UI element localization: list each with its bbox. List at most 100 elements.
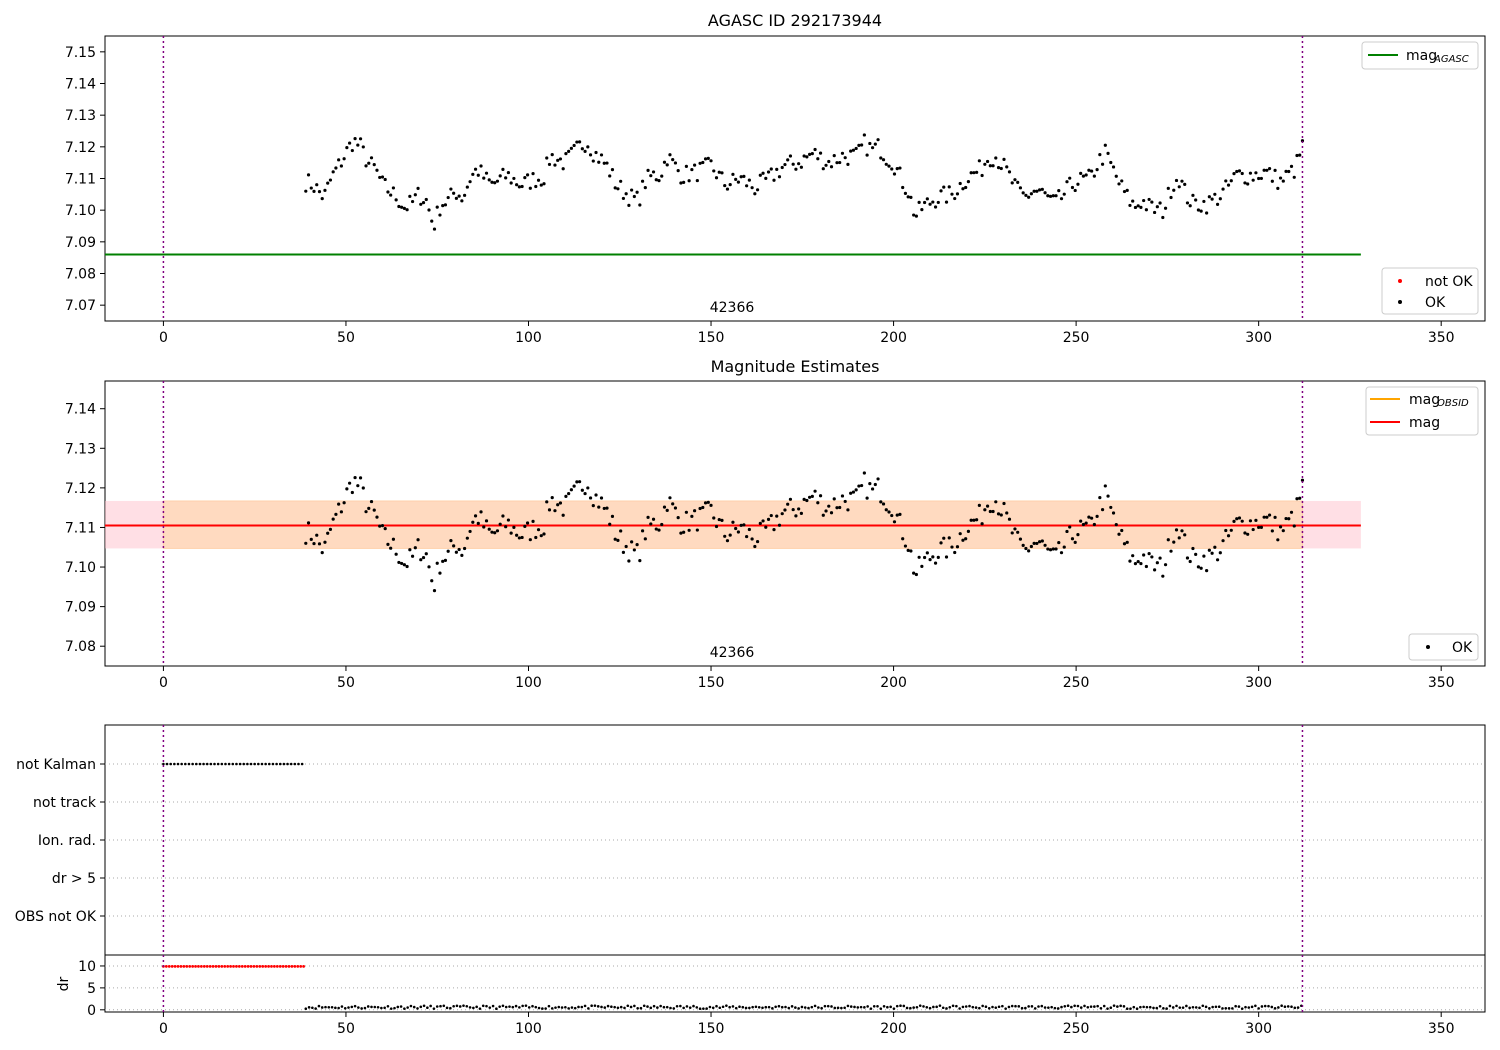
ok-point <box>1243 181 1247 185</box>
ok-point <box>1079 171 1083 176</box>
dr-ok-point <box>511 1005 515 1009</box>
ok-point <box>1292 524 1296 528</box>
ok-point <box>1183 182 1187 186</box>
dr-ok-point <box>537 1006 541 1010</box>
ok-point <box>758 521 762 525</box>
dr-not-ok-point <box>261 965 265 968</box>
ok-point <box>1125 540 1129 544</box>
ok-point <box>816 157 820 161</box>
ok-point <box>367 506 371 510</box>
ok-point <box>1070 537 1075 541</box>
ok-point <box>958 181 962 186</box>
ok-point <box>783 162 787 167</box>
dr-ok-point <box>866 1005 869 1008</box>
dr-ok-point <box>498 1005 501 1008</box>
ok-point <box>342 157 346 161</box>
ok-point <box>1155 205 1159 209</box>
ok-point <box>558 157 563 161</box>
ok-point <box>1002 157 1006 161</box>
ok-point <box>860 143 864 147</box>
0|agasc-x-tick-label: 350 <box>1428 330 1455 346</box>
dr-ok-point <box>905 1006 909 1010</box>
ok-point <box>1172 540 1176 544</box>
ok-point <box>876 138 880 142</box>
ok-point <box>624 192 628 196</box>
ok-point <box>914 214 918 218</box>
dr-ok-point <box>711 1006 715 1010</box>
ok-point <box>1103 143 1107 147</box>
dr-ok-point <box>1227 1007 1231 1010</box>
ok-point <box>996 512 1001 516</box>
dr-ok-point <box>1237 1005 1241 1008</box>
ok-point <box>917 200 921 204</box>
ok-point <box>682 530 686 534</box>
ok-point <box>983 162 987 166</box>
dr-ok-point <box>840 1006 843 1010</box>
estimates-y-tick-label: 7.09 <box>65 600 96 616</box>
dr-ok-point <box>928 1006 932 1010</box>
ok-point <box>1010 531 1014 535</box>
dr-not-ok-point <box>205 965 209 968</box>
1|estimates-x-tick-label: 200 <box>880 675 907 691</box>
dr-ok-point <box>718 1006 722 1010</box>
dr-ok-point <box>1194 1006 1198 1009</box>
ok-point <box>777 523 782 527</box>
ok-point <box>969 171 973 175</box>
ok-point <box>580 488 584 492</box>
ok-point <box>728 533 732 537</box>
dr-not-ok-point <box>278 965 282 968</box>
dr-ok-point <box>784 1005 787 1009</box>
ok-point <box>309 537 313 541</box>
dr-ok-point <box>1178 1006 1182 1009</box>
ok-point <box>1038 188 1042 192</box>
dr-ok-point <box>590 1004 593 1008</box>
ok-point <box>309 186 313 190</box>
ok-point <box>512 176 516 181</box>
dr-ok-point <box>849 1005 853 1008</box>
ok-point <box>635 190 639 194</box>
dr-ok-point <box>912 1006 915 1009</box>
ok-point <box>731 172 735 176</box>
dr-ok-point <box>856 1006 860 1009</box>
dr-ok-point <box>363 1006 367 1010</box>
dr-ok-point <box>734 1006 738 1010</box>
ok-point <box>1131 199 1135 203</box>
ok-point <box>1018 537 1023 541</box>
dr-ok-point <box>1188 1006 1191 1010</box>
agasc-y-tick-label: 7.12 <box>65 140 96 156</box>
dr-not-ok-point <box>258 965 262 968</box>
ok-point <box>821 513 825 517</box>
dr-ok-point <box>991 1005 994 1009</box>
ok-point <box>695 178 699 183</box>
ok-point <box>698 161 702 165</box>
ok-point <box>887 164 891 168</box>
not-kalman-point <box>184 762 187 766</box>
dr-not-ok-point <box>199 965 203 968</box>
ok-point <box>903 191 908 195</box>
dr-ok-point <box>550 1007 554 1010</box>
ok-point <box>1079 519 1083 523</box>
ok-point <box>1076 533 1080 537</box>
ok-point <box>495 179 500 183</box>
dr-ok-point <box>1296 1006 1300 1009</box>
ok-point <box>556 503 560 507</box>
dr-ok-point <box>478 1007 482 1010</box>
ok-point <box>539 183 543 187</box>
dr-ok-point <box>307 1006 311 1009</box>
ok-point <box>640 179 645 183</box>
dr-not-ok-point <box>249 965 253 968</box>
dr-ok-point <box>340 1005 344 1008</box>
ok-point <box>1073 540 1077 544</box>
ok-point <box>1048 548 1053 552</box>
dr-ok-point <box>869 1007 873 1010</box>
dr-ok-point <box>1119 1004 1122 1008</box>
ok-point <box>627 203 631 207</box>
ok-point <box>1210 197 1214 201</box>
dr-ok-point <box>1168 1004 1172 1008</box>
ok-point <box>1139 561 1143 566</box>
dr-not-ok-point <box>208 965 212 968</box>
ok-point <box>879 500 883 504</box>
dr-not-ok-point <box>270 965 273 968</box>
ok-point <box>391 186 396 190</box>
ok-point <box>1070 185 1075 190</box>
